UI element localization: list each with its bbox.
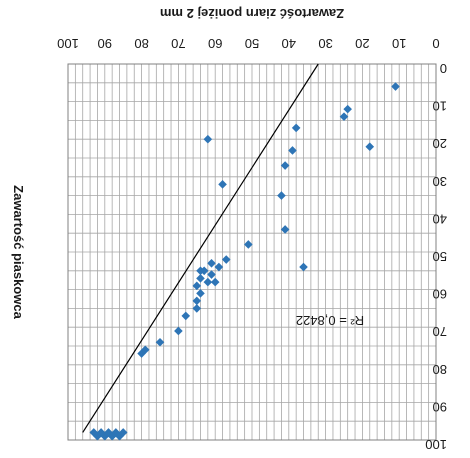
data-point xyxy=(244,240,253,249)
plot-area xyxy=(67,63,437,441)
data-point xyxy=(291,123,301,133)
data-point xyxy=(181,311,191,321)
y-tick-label: 20 xyxy=(433,136,447,151)
data-point xyxy=(196,289,205,298)
x-tick-label: 30 xyxy=(318,36,332,51)
data-point xyxy=(192,281,202,291)
data-point xyxy=(210,277,220,287)
y-tick-label: 40 xyxy=(433,211,447,226)
data-point xyxy=(221,255,231,264)
x-tick-label: 70 xyxy=(171,36,185,51)
y-tick-label: 90 xyxy=(433,399,447,414)
data-point xyxy=(288,146,297,155)
data-point xyxy=(277,191,286,200)
data-point xyxy=(118,428,128,437)
data-point xyxy=(192,304,202,313)
x-axis-title: Zawartość ziarn poniżej 2 mm xyxy=(160,6,344,21)
data-point xyxy=(192,296,202,306)
y-tick-label: 80 xyxy=(433,362,447,377)
y-tick-label: 50 xyxy=(433,249,447,264)
data-point xyxy=(214,262,224,272)
data-point xyxy=(140,345,150,355)
y-tick-label: 100 xyxy=(425,437,447,452)
data-point xyxy=(203,134,213,144)
x-tick-label: 20 xyxy=(355,36,369,51)
plot-border xyxy=(67,63,437,441)
trendline xyxy=(82,63,319,433)
data-point xyxy=(174,326,183,336)
annotations: R² = 0,8422 xyxy=(82,63,364,433)
r-squared-label: R² = 0,8422 xyxy=(296,313,364,328)
data-point xyxy=(391,82,400,91)
y-tick-label: 70 xyxy=(433,324,447,339)
data-point xyxy=(155,337,165,347)
data-point xyxy=(199,266,209,276)
data-point xyxy=(343,104,352,114)
data-point xyxy=(218,180,227,189)
data-point xyxy=(365,142,375,152)
x-tick-label: 0 xyxy=(432,36,439,51)
data-point xyxy=(280,161,290,170)
data-point xyxy=(299,262,308,272)
y-tick-label: 0 xyxy=(440,61,447,76)
y-tick-label: 60 xyxy=(433,287,447,302)
x-tick-label: 10 xyxy=(392,36,406,51)
data-point xyxy=(196,274,205,283)
x-tick-label: 60 xyxy=(208,36,222,51)
data-point xyxy=(207,258,216,268)
data-point xyxy=(280,225,290,234)
data-points xyxy=(89,82,400,441)
data-point xyxy=(203,277,213,287)
y-axis-title: Zawartość piaskowca xyxy=(11,185,26,319)
x-tick-label: 50 xyxy=(245,36,259,51)
x-tick-label: 100 xyxy=(57,36,79,51)
y-tick-label: 30 xyxy=(433,174,447,189)
axes: 0 10 20 30 40 50 60 70 80 90 100 0 10 20 30 40 50 60 70 80 9… xyxy=(11,6,447,452)
x-tick-label: 80 xyxy=(134,36,148,51)
y-tick-label: 10 xyxy=(433,99,447,114)
x-tick-label: 90 xyxy=(98,36,112,51)
data-point xyxy=(339,112,349,121)
x-tick-label: 40 xyxy=(282,36,296,51)
data-point xyxy=(207,270,216,279)
